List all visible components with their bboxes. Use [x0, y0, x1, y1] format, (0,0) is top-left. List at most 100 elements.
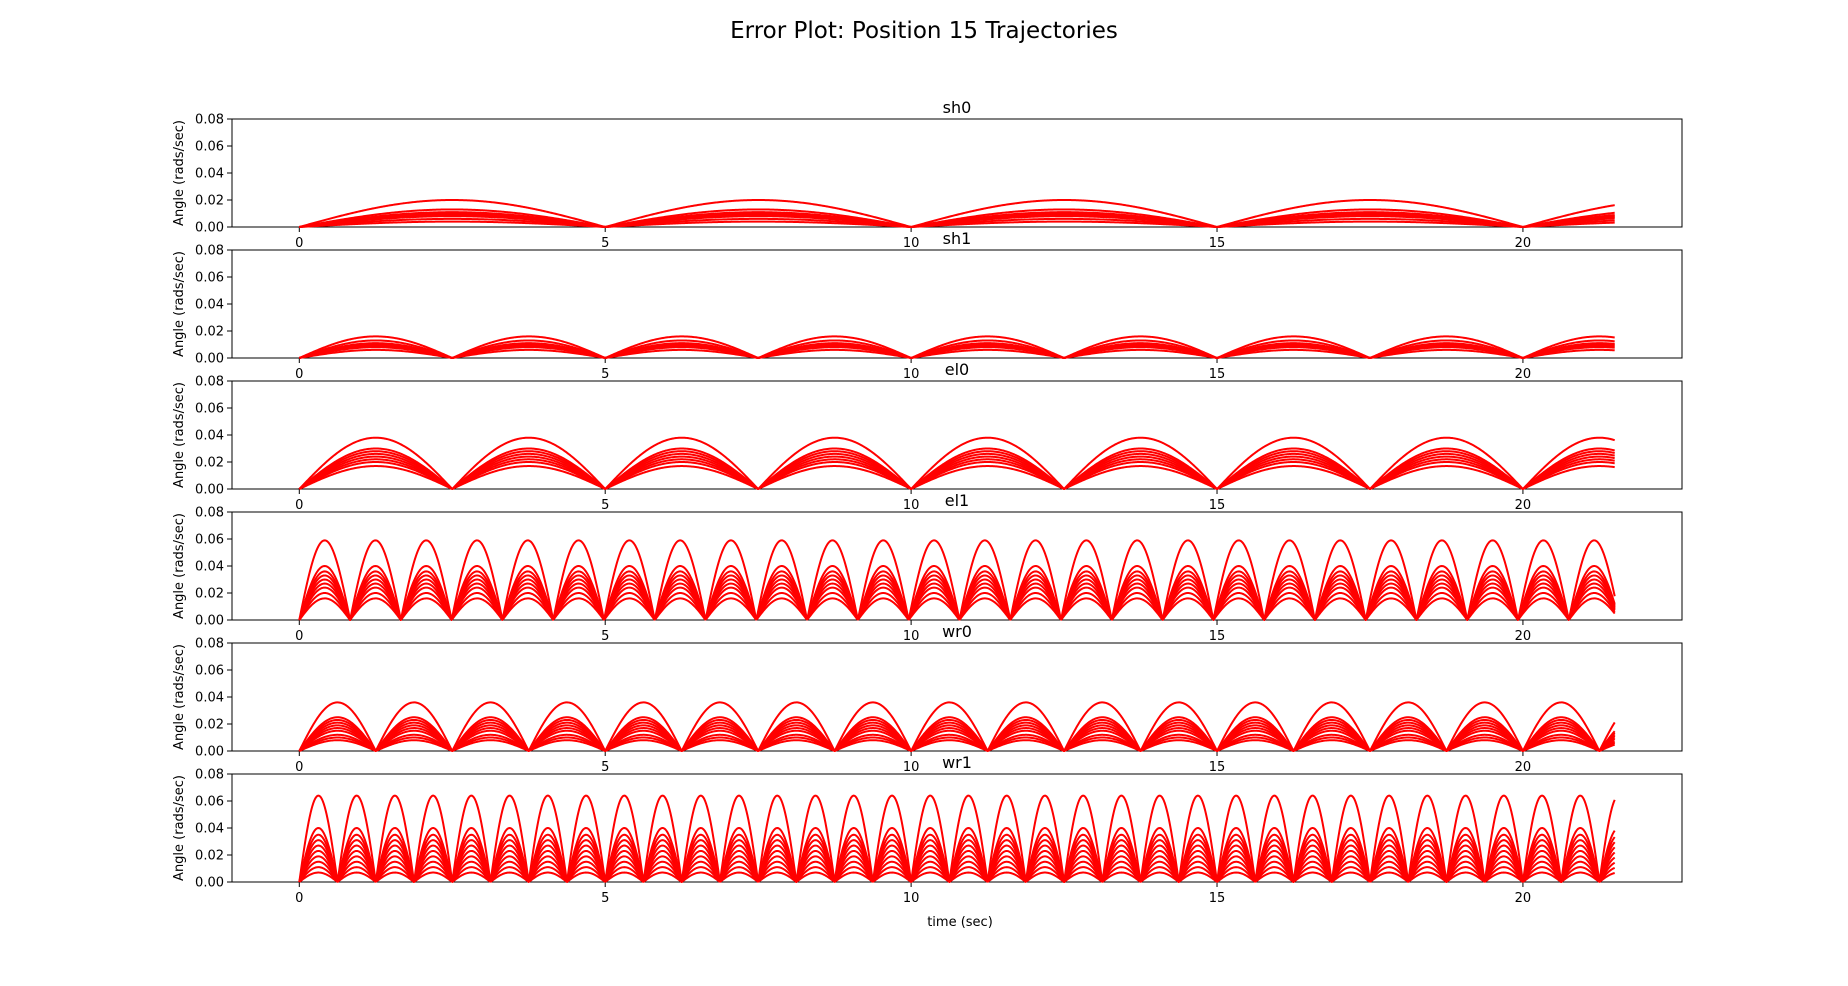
x-tick-label-el1-1: 5: [601, 629, 609, 644]
y-tick-label-el0-4: 0.08: [195, 375, 224, 390]
series-line-el0-6: [298, 461, 1615, 490]
x-tick-label-wr0-0: 0: [295, 760, 303, 775]
panel-el0: el0 0.00 0.02 0.04 0.06 0.08 0 5 10 15 20 Angle (ra…: [172, 360, 1683, 513]
x-tick-label-sh0-3: 15: [1209, 236, 1226, 251]
series-line-wr1-5: [298, 849, 1616, 883]
x-tick-label-el0-0: 0: [295, 498, 303, 513]
series-line-sh1-5: [299, 346, 1615, 359]
x-tick-label-sh0-1: 5: [601, 236, 609, 251]
panel-sh1: sh1 0.00 0.02 0.04 0.06 0.08 0 5 10 15 20 Angle (ra…: [172, 229, 1683, 382]
y-axis-label-wr0: Angle (rads/sec): [172, 644, 187, 750]
x-tick-label-wr1-0: 0: [295, 891, 303, 906]
x-tick-label-el0-2: 10: [903, 498, 920, 513]
series-line-wr1-4: [298, 844, 1616, 883]
x-tick-label-sh1-4: 20: [1515, 367, 1532, 382]
subplot-title-wr1: wr1: [942, 753, 972, 772]
x-tick-label-wr0-3: 15: [1209, 760, 1226, 775]
series-line-wr1-0: [298, 794, 1616, 883]
x-tick-label-wr0-4: 20: [1515, 760, 1532, 775]
y-tick-label-sh1-1: 0.02: [195, 325, 224, 340]
series-line-el0-4: [298, 455, 1615, 490]
y-tick-label-wr0-0: 0.00: [195, 745, 224, 760]
series-line-sh1-1: [298, 339, 1615, 359]
x-tick-label-wr1-1: 5: [601, 891, 609, 906]
y-axis-label-el0: Angle (rads/sec): [172, 382, 187, 488]
x-tick-label-sh0-4: 20: [1515, 236, 1532, 251]
y-tick-label-wr1-1: 0.02: [195, 849, 224, 864]
x-tick-label-el0-3: 15: [1209, 498, 1226, 513]
y-axis-label-el1: Angle (rads/sec): [172, 513, 187, 619]
y-tick-label-sh1-2: 0.04: [195, 298, 224, 313]
series-line-wr0-8: [298, 736, 1616, 752]
y-tick-label-wr1-4: 0.08: [195, 768, 224, 783]
series-line-el1-0: [298, 539, 1616, 621]
series-line-el0-5: [298, 458, 1615, 490]
y-tick-label-wr0-2: 0.04: [195, 691, 224, 706]
y-tick-label-sh1-0: 0.00: [195, 352, 224, 367]
subplot-title-el1: el1: [945, 491, 969, 510]
x-tick-label-el0-4: 20: [1515, 498, 1532, 513]
panel-wr0: wr0 0.00 0.02 0.04 0.06 0.08 0 5 10 15 20 Angle (ra…: [172, 622, 1683, 775]
y-tick-label-sh0-1: 0.02: [195, 194, 224, 209]
series-line-el0-0: [298, 436, 1616, 490]
series-line-sh0-6: [299, 217, 1615, 228]
x-axis-label: time (sec): [927, 915, 993, 930]
y-tick-label-el0-1: 0.02: [195, 456, 224, 471]
x-tick-label-sh1-0: 0: [295, 367, 303, 382]
axes-frame-el0: [231, 380, 1683, 490]
series-line-sh0-5: [299, 215, 1615, 228]
series-line-wr1-2: [298, 833, 1616, 883]
series-line-wr1-6: [298, 855, 1616, 883]
x-tick-label-sh1-3: 15: [1209, 367, 1226, 382]
series-line-el0-7: [298, 465, 1615, 490]
x-tick-label-wr0-2: 10: [903, 760, 920, 775]
y-tick-label-sh0-2: 0.04: [195, 167, 224, 182]
y-tick-label-wr0-3: 0.06: [195, 664, 224, 679]
x-tick-label-wr1-3: 15: [1209, 891, 1226, 906]
y-axis-label-sh0: Angle (rads/sec): [172, 120, 187, 226]
y-axis-label-sh1: Angle (rads/sec): [172, 251, 187, 357]
series-line-sh0-1: [299, 208, 1615, 228]
series-line-wr1-8: [298, 866, 1616, 883]
x-tick-label-sh1-1: 5: [601, 367, 609, 382]
x-tick-label-el1-0: 0: [295, 629, 303, 644]
y-tick-label-el1-1: 0.02: [195, 587, 224, 602]
series-line-el0-3: [298, 452, 1615, 490]
x-tick-label-el0-1: 5: [601, 498, 609, 513]
y-tick-label-el0-0: 0.00: [195, 483, 224, 498]
series-line-el1-8: [298, 597, 1616, 621]
panel-el1: el1 0.00 0.02 0.04 0.06 0.08 0 5 10 15 20 Angle (ra…: [172, 491, 1683, 644]
x-tick-label-wr0-1: 5: [601, 760, 609, 775]
series-line-sh1-6: [299, 348, 1615, 359]
series-line-wr0-6: [298, 729, 1616, 752]
series-line-sh0-0: [299, 199, 1615, 228]
series-line-el0-2: [298, 450, 1615, 490]
series-line-wr1-7: [298, 860, 1616, 883]
series-line-sh1-0: [298, 335, 1615, 359]
y-tick-label-el1-4: 0.08: [195, 506, 224, 521]
x-tick-label-el1-4: 20: [1515, 629, 1532, 644]
panel-sh0: sh0 0.00 0.02 0.04 0.06 0.08 0 5 10 15 20 Angle (ra…: [172, 98, 1683, 251]
series-line-wr0-0: [298, 701, 1616, 752]
figure-title: Error Plot: Position 15 Trajectories: [730, 18, 1118, 44]
y-tick-label-el1-2: 0.04: [195, 560, 224, 575]
panels: sh0 0.00 0.02 0.04 0.06 0.08 0 5 10 15 20 Angle (ra…: [172, 98, 1683, 906]
series-line-wr0-9: [298, 739, 1616, 752]
y-tick-label-el1-0: 0.00: [195, 614, 224, 629]
y-tick-label-wr1-2: 0.04: [195, 822, 224, 837]
x-tick-label-wr1-2: 10: [903, 891, 920, 906]
x-tick-label-sh0-2: 10: [903, 236, 920, 251]
subplot-title-sh0: sh0: [943, 98, 972, 117]
y-tick-label-wr0-4: 0.08: [195, 637, 224, 652]
y-tick-label-el0-2: 0.04: [195, 429, 224, 444]
series-line-wr1-3: [298, 839, 1616, 883]
series-line-sh0-7: [299, 220, 1615, 228]
x-tick-label-el1-2: 10: [903, 629, 920, 644]
x-tick-label-sh0-0: 0: [295, 236, 303, 251]
y-tick-label-sh0-0: 0.00: [195, 221, 224, 236]
subplot-title-sh1: sh1: [943, 229, 972, 248]
y-tick-label-sh1-3: 0.06: [195, 271, 224, 286]
series-line-wr1-1: [298, 827, 1616, 883]
